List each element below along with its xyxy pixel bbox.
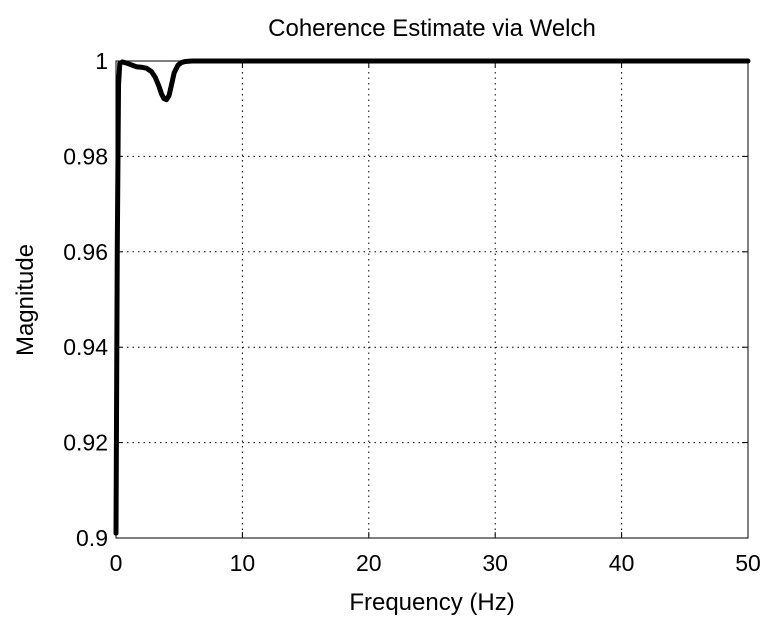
x-tick-label: 30 [482,550,508,576]
y-tick-label: 0.92 [63,430,108,456]
y-tick-labels: 0.9 0.92 0.94 0.96 0.98 1 [63,48,108,551]
y-tick-label: 0.9 [76,525,108,551]
x-tick-label: 20 [356,550,382,576]
y-tick-label: 0.98 [63,143,108,169]
series-layer [113,58,751,536]
x-tick-labels: 0 10 20 30 40 50 [110,550,761,576]
tick-marks [115,60,749,539]
x-tick-label: 0 [110,550,123,576]
x-tick-label: 50 [735,550,761,576]
y-tick-label: 1 [95,48,108,74]
x-tick-label: 10 [230,550,256,576]
x-axis-title: Frequency (Hz) [349,589,514,616]
coherence-series-line [113,58,751,536]
y-tick-label: 0.94 [63,334,108,360]
chart-title: Coherence Estimate via Welch [268,15,596,42]
x-tick-label: 40 [609,550,635,576]
y-axis-title: Magnitude [12,244,39,356]
y-tick-label: 0.96 [63,239,108,265]
plot-frame [115,60,749,539]
grid-lines [116,61,748,538]
